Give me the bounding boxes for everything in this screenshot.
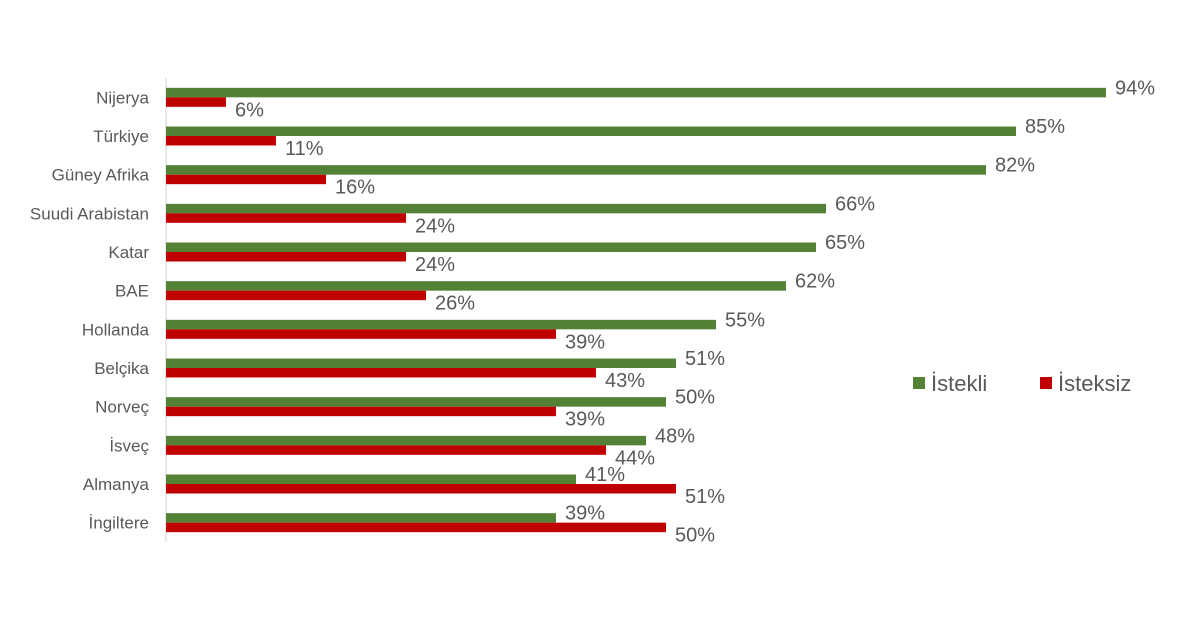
data-label-istekli: 48%: [655, 425, 695, 447]
bar-isteksiz[interactable]: [166, 368, 596, 378]
legend-label: İstekli: [931, 371, 987, 396]
data-label-isteksiz: 44%: [615, 447, 655, 469]
bar-istekli[interactable]: [166, 319, 716, 330]
bar-isteksiz[interactable]: [166, 484, 676, 494]
category-label: Belçika: [94, 359, 149, 378]
legend-item-istekli[interactable]: İstekli: [913, 371, 987, 396]
data-label-istekli: 41%: [585, 464, 625, 486]
category-label: Katar: [108, 243, 149, 262]
data-label-istekli: 65%: [825, 232, 865, 254]
legend-label: İsteksiz: [1058, 371, 1131, 396]
bar-isteksiz[interactable]: [166, 329, 556, 339]
data-label-istekli: 39%: [565, 503, 605, 525]
category-label: Almanya: [83, 475, 150, 494]
bar-isteksiz[interactable]: [166, 213, 406, 223]
data-label-istekli: 66%: [835, 193, 875, 215]
bar-isteksiz[interactable]: [166, 290, 426, 301]
labels-layer: Nijerya 94% 6% Türkiye 85% 11% Güney Afrika 82%…: [30, 77, 1155, 546]
bar-istekli[interactable]: [166, 203, 826, 214]
bar-isteksiz[interactable]: [166, 522, 666, 533]
bar-istekli[interactable]: [166, 513, 556, 523]
bar-istekli[interactable]: [166, 397, 666, 407]
data-label-isteksiz: 6%: [235, 99, 264, 121]
bar-istekli[interactable]: [166, 126, 1016, 137]
bar-istekli[interactable]: [166, 242, 816, 253]
category-label: Norveç: [95, 398, 149, 417]
data-label-istekli: 55%: [725, 309, 765, 331]
data-label-isteksiz: 39%: [565, 409, 605, 431]
legend-swatch: [913, 377, 925, 389]
data-label-istekli: 50%: [675, 387, 715, 409]
data-label-isteksiz: 16%: [335, 177, 375, 199]
data-label-istekli: 94%: [1115, 77, 1155, 99]
data-label-isteksiz: 24%: [415, 215, 455, 237]
legend[interactable]: İstekli İsteksiz: [913, 371, 1131, 396]
data-label-isteksiz: 26%: [435, 293, 475, 315]
category-label: Suudi Arabistan: [30, 204, 149, 223]
bar-isteksiz[interactable]: [166, 97, 226, 107]
data-label-isteksiz: 24%: [415, 254, 455, 276]
bar-istekli[interactable]: [166, 87, 1106, 98]
data-label-isteksiz: 50%: [675, 525, 715, 547]
data-label-istekli: 85%: [1025, 116, 1065, 138]
category-label: İngiltere: [89, 514, 149, 533]
bar-istekli[interactable]: [166, 435, 646, 446]
category-label: Nijerya: [96, 88, 149, 107]
bar-isteksiz[interactable]: [166, 136, 276, 146]
bars-layer: [166, 87, 1106, 533]
bar-istekli[interactable]: [166, 358, 676, 369]
bar-isteksiz[interactable]: [166, 174, 326, 185]
data-label-istekli: 51%: [685, 348, 725, 370]
category-label: Türkiye: [93, 127, 149, 146]
legend-item-isteksiz[interactable]: İsteksiz: [1040, 371, 1131, 396]
data-label-isteksiz: 51%: [685, 486, 725, 508]
bar-isteksiz[interactable]: [166, 445, 606, 455]
bar-istekli[interactable]: [166, 281, 786, 291]
data-label-istekli: 82%: [995, 155, 1035, 177]
data-label-isteksiz: 11%: [285, 138, 324, 160]
bar-isteksiz[interactable]: [166, 252, 406, 262]
category-label: BAE: [115, 282, 149, 301]
category-label: Hollanda: [82, 320, 150, 339]
bar-istekli[interactable]: [166, 165, 986, 175]
category-label: Güney Afrika: [52, 166, 150, 185]
bar-isteksiz[interactable]: [166, 406, 556, 417]
bar-istekli[interactable]: [166, 474, 576, 485]
category-label: İsveç: [109, 436, 149, 455]
data-label-isteksiz: 43%: [605, 370, 645, 392]
data-label-isteksiz: 39%: [565, 331, 605, 353]
legend-swatch: [1040, 377, 1052, 389]
data-label-istekli: 62%: [795, 271, 835, 293]
